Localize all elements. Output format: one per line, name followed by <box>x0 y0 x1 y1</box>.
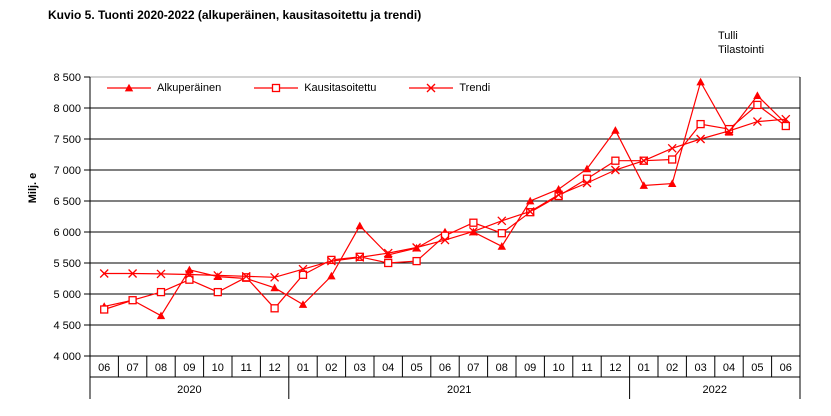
x-month-label: 12 <box>609 362 621 374</box>
y-tick-label: 5 000 <box>53 289 81 301</box>
x-month-label: 11 <box>240 362 251 374</box>
y-tick-label: 8 500 <box>53 72 81 84</box>
y-gridlines <box>84 76 800 357</box>
x-month-label: 04 <box>723 362 735 374</box>
y-tick-label: 8 000 <box>53 103 81 115</box>
x-month-label: 10 <box>212 362 224 374</box>
series-triangle <box>100 77 790 320</box>
y-tick-labels: 4 000 4 500 5 000 5 500 6 000 6 500 7 000 7 500… <box>53 72 81 363</box>
x-month-label: 05 <box>410 362 422 374</box>
y-tick-label: 6 500 <box>53 196 81 208</box>
x-month-label: 08 <box>496 362 508 374</box>
chart-title: Kuvio 5. Tuonti 2020-2022 (alkuperäinen,… <box>48 8 422 22</box>
y-tick-label: 7 500 <box>53 134 81 146</box>
x-month-label: 06 <box>439 362 451 374</box>
legend: Alkuperäinen Kausitasoitettu Trendi <box>106 82 490 94</box>
x-year-label: 2021 <box>447 384 471 396</box>
legend-triangle-icon <box>107 83 151 92</box>
x-year-label: 2020 <box>177 384 201 396</box>
x-month-label: 11 <box>581 362 592 374</box>
legend-item-triangle: Alkuperäinen <box>106 82 221 94</box>
x-month-label: 06 <box>780 362 792 374</box>
legend-label: Trendi <box>459 82 491 94</box>
x-month-label: 06 <box>98 362 110 374</box>
y-tick-label: 6 000 <box>53 227 81 239</box>
y-tick-label: 4 500 <box>53 320 81 332</box>
x-month-label: 09 <box>183 362 195 374</box>
publisher-unit: Tilastointi <box>718 44 765 56</box>
legend-item-square: Kausitasoitettu <box>253 82 376 94</box>
legend-square-icon <box>254 83 299 93</box>
x-month-label: 04 <box>382 362 394 374</box>
x-month-label: 07 <box>126 362 138 374</box>
x-month-label: 12 <box>268 362 280 374</box>
x-month-axis: 06 07 08 09 10 11 12 01 02 03 04 05 06 07 08 09 10 11 12 01… <box>89 356 801 377</box>
axes-frame <box>89 77 801 399</box>
y-tick-label: 4 000 <box>53 351 81 363</box>
x-month-label: 02 <box>666 362 678 374</box>
legend-label: Kausitasoitettu <box>304 82 377 94</box>
y-tick-label: 7 000 <box>53 165 81 177</box>
legend-x-icon <box>409 83 454 93</box>
x-month-label: 10 <box>552 362 564 374</box>
legend-item-x: Trendi <box>408 82 490 94</box>
x-month-label: 03 <box>694 362 706 374</box>
x-year-label: 2022 <box>703 384 727 396</box>
x-month-label: 05 <box>751 362 763 374</box>
series-x <box>99 114 791 282</box>
legend-label: Alkuperäinen <box>157 82 222 94</box>
x-year-axis: 2020 2021 2022 <box>89 377 801 399</box>
x-month-label: 08 <box>155 362 167 374</box>
x-month-label: 01 <box>297 362 309 374</box>
x-month-label: 03 <box>354 362 366 374</box>
publisher-name: Tulli <box>718 30 738 42</box>
x-month-label: 02 <box>325 362 337 374</box>
y-tick-label: 5 500 <box>53 258 81 270</box>
publisher-watermark: Tulli Tilastointi <box>718 29 764 57</box>
x-month-label: 01 <box>638 362 650 374</box>
x-month-label: 09 <box>524 362 536 374</box>
x-month-label: 07 <box>467 362 479 374</box>
